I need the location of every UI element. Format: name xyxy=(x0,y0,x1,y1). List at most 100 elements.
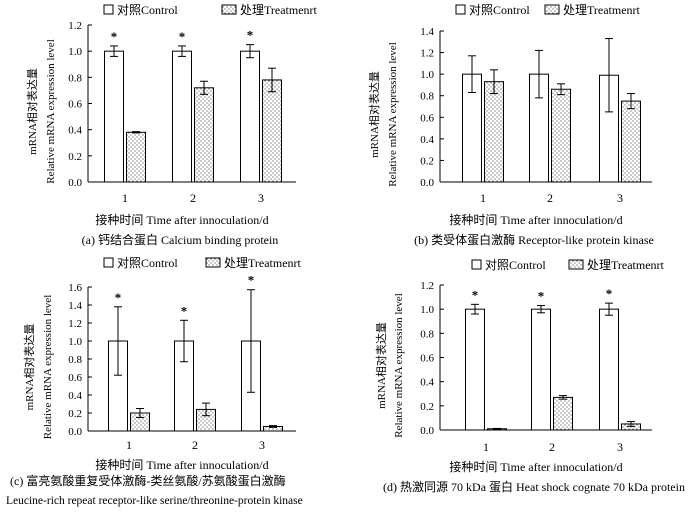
legend-label-control: 对照Control xyxy=(485,258,546,272)
y-axis-label-en: Relative mRNA expression level xyxy=(45,39,57,184)
y-tick-label: 0.0 xyxy=(68,177,82,189)
y-tick-label: 1.0 xyxy=(420,69,434,81)
bar-control xyxy=(465,308,485,431)
y-tick-label: 0.0 xyxy=(420,425,434,437)
y-tick-label: 0.2 xyxy=(68,408,82,420)
y-tick-label: 0.8 xyxy=(68,72,82,84)
y-tick-label: 0.6 xyxy=(68,99,82,111)
bar-treatment xyxy=(553,396,573,431)
significance-mark: * xyxy=(247,28,254,43)
y-tick-label: 0.4 xyxy=(68,390,82,402)
x-tick-label: 2 xyxy=(190,191,196,205)
significance-mark: * xyxy=(181,303,188,318)
legend-swatch-treatment xyxy=(544,4,560,15)
legend-label-control: 对照Control xyxy=(117,256,178,270)
bar-treatment xyxy=(551,88,571,183)
y-tick-label: 0.6 xyxy=(68,372,82,384)
y-axis-label-cn: mRNA相对表达量 xyxy=(22,324,36,411)
y-tick-label: 0.4 xyxy=(68,125,82,137)
y-tick-label: 0.0 xyxy=(420,177,434,189)
x-tick-label: 1 xyxy=(122,191,128,205)
legend-swatch-control xyxy=(103,257,114,268)
y-tick-label: 0.6 xyxy=(420,112,434,124)
y-axis-label-en: Relative mRNA expression level xyxy=(387,42,399,187)
x-axis-label: 接种时间 Time after innoculation/d xyxy=(449,459,622,474)
y-tick-label: 0.4 xyxy=(420,134,434,146)
legend-swatch-control xyxy=(471,259,482,270)
bar-treatment xyxy=(126,131,146,183)
y-tick-label: 0.8 xyxy=(420,328,434,340)
panel-title: (d) 热激同源 70 kDa 蛋白 Heat shock cognate 70… xyxy=(383,479,685,494)
y-tick-label: 1.0 xyxy=(68,336,82,348)
y-tick-label: 0.8 xyxy=(68,354,82,366)
y-axis-label-cn: mRNA相对表达量 xyxy=(374,322,388,409)
legend-label-treatment: 处理Treatmenrt xyxy=(587,258,665,272)
significance-mark: * xyxy=(248,273,255,288)
y-tick-label: 1.0 xyxy=(68,46,82,58)
significance-mark: * xyxy=(606,286,613,301)
legend-label-treatment: 处理Treatmenrt xyxy=(224,256,302,270)
chart-panel-d: 对照Control 处理Treatmenrt mRNA相对表达量 Relative m… xyxy=(374,258,685,494)
bar-treatment xyxy=(262,79,282,183)
x-axis-label: 接种时间 Time after innoculation/d xyxy=(95,457,268,472)
chart-panel-c: 对照Control 处理Treatmenrt mRNA相对表达量 Relative m… xyxy=(6,256,303,507)
bar-control xyxy=(531,308,551,431)
y-tick-label: 0.4 xyxy=(420,377,434,389)
y-tick-label: 0.0 xyxy=(68,426,82,438)
chart-panel-b: 对照Control 处理Treatmenrt mRNA相对表达量 Relative m… xyxy=(367,3,654,247)
significance-mark: * xyxy=(472,287,479,302)
panel-title: (a) 钙结合蛋白 Calcium binding protein xyxy=(82,232,279,247)
legend-label-treatment: 处理Treatmenrt xyxy=(240,3,318,17)
x-tick-label: 3 xyxy=(617,191,623,205)
bar-control xyxy=(599,308,619,431)
legend-swatch-treatment xyxy=(221,4,237,15)
panel-title: (c) 富亮氨酸重复受体激酶-类丝氨酸/苏氨酸蛋白激酶 xyxy=(10,473,286,488)
x-tick-label: 1 xyxy=(126,438,132,452)
y-axis-label-en: Relative mRNA expression level xyxy=(393,293,405,438)
y-tick-label: 0.2 xyxy=(420,401,434,413)
chart-panel-a: 对照Control 处理Treatmenrt mRNA相对表达量 Relative m… xyxy=(25,3,318,247)
y-tick-label: 0.8 xyxy=(420,91,434,103)
y-tick-label: 1.4 xyxy=(420,26,434,38)
y-tick-label: 1.2 xyxy=(420,280,434,292)
y-tick-label: 1.0 xyxy=(420,304,434,316)
x-tick-label: 2 xyxy=(547,191,553,205)
legend-swatch-control xyxy=(455,4,466,15)
significance-mark: * xyxy=(538,289,545,304)
x-axis-label: 接种时间 Time after innoculation/d xyxy=(449,212,622,227)
bar-treatment xyxy=(484,81,504,183)
bar-treatment xyxy=(194,87,214,183)
y-tick-label: 1.4 xyxy=(68,300,82,312)
y-axis-label-cn: mRNA相对表达量 xyxy=(367,71,381,158)
bar-control xyxy=(172,50,192,183)
x-tick-label: 2 xyxy=(192,438,198,452)
y-tick-label: 1.2 xyxy=(68,20,82,32)
x-tick-label: 1 xyxy=(483,440,489,454)
x-axis-label: 接种时间 Time after innoculation/d xyxy=(95,212,268,227)
y-axis-label-cn: mRNA相对表达量 xyxy=(25,68,39,155)
y-tick-label: 0.2 xyxy=(420,155,434,167)
legend-label-treatment: 处理Treatmenrt xyxy=(563,3,641,17)
legend-label-control: 对照Control xyxy=(469,3,530,17)
y-tick-label: 1.6 xyxy=(68,282,82,294)
y-axis-label-en: Relative mRNA expression level xyxy=(42,295,54,440)
significance-mark: * xyxy=(179,29,186,44)
y-tick-label: 0.2 xyxy=(68,151,82,163)
x-tick-label: 2 xyxy=(549,440,555,454)
x-tick-label: 3 xyxy=(617,440,623,454)
legend-swatch-control xyxy=(103,4,114,15)
x-tick-label: 3 xyxy=(258,191,264,205)
significance-mark: * xyxy=(115,290,122,305)
y-tick-label: 1.2 xyxy=(68,318,82,330)
bar-control xyxy=(240,50,260,183)
x-tick-label: 1 xyxy=(480,191,486,205)
bar-control xyxy=(104,50,124,183)
legend-swatch-treatment xyxy=(205,257,221,268)
legend-swatch-treatment xyxy=(568,259,584,270)
bar-treatment xyxy=(621,100,641,183)
y-tick-label: 0.6 xyxy=(420,353,434,365)
panel-subtitle: Leucine-rich repeat receptor-like serine… xyxy=(6,495,303,507)
legend-label-control: 对照Control xyxy=(117,3,178,17)
significance-mark: * xyxy=(111,29,118,44)
